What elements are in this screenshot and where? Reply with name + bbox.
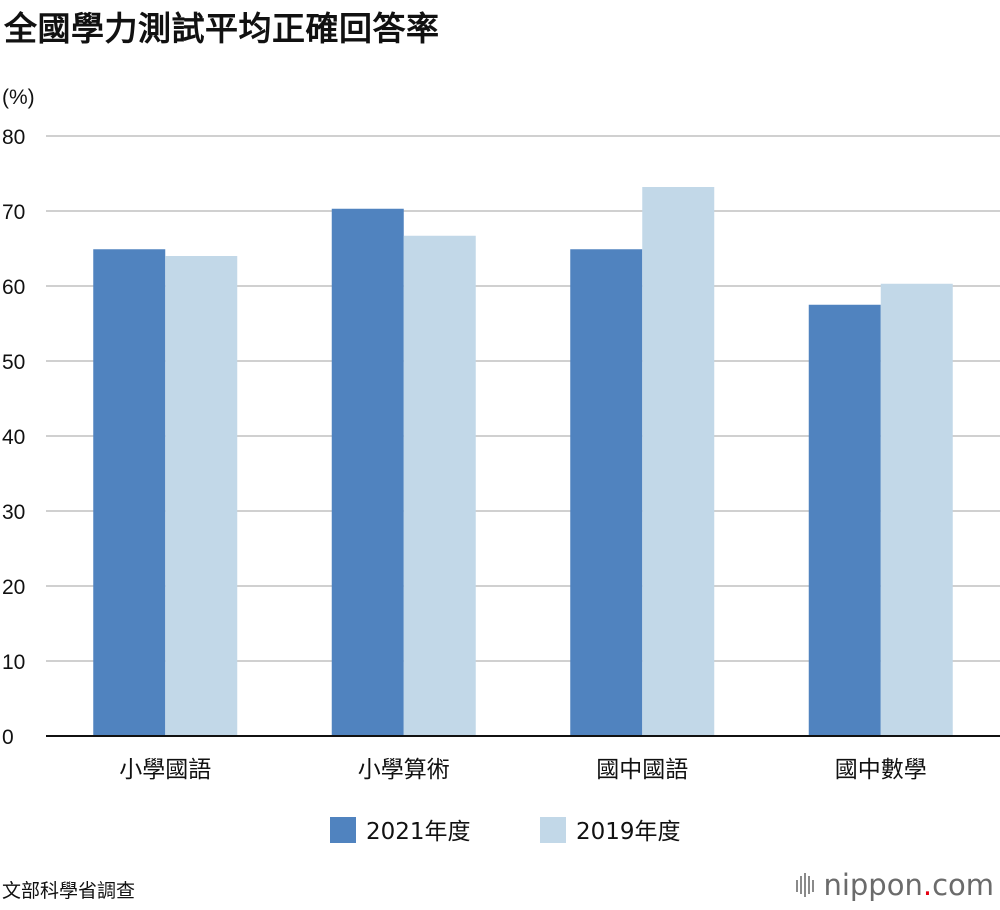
bar-series2	[165, 256, 238, 736]
chart-title: 全國學力測試平均正確回答率	[4, 9, 440, 48]
bar-series1	[331, 208, 404, 736]
legend: 2021年度 2019年度	[330, 817, 681, 845]
y-tick-label: 30	[2, 501, 25, 524]
y-tick-label: 20	[2, 576, 25, 599]
y-axis-unit-label: (%)	[2, 86, 35, 109]
bar-series2	[642, 187, 715, 736]
brand-name: nippon	[823, 868, 923, 902]
bar-chart: (%) 0 10 20 30 40 50 60 70 80 小學國語 小學算術 國中國語 國中數學 2…	[2, 86, 1000, 845]
bar-series1	[570, 249, 643, 736]
x-axis-category-labels: 小學國語 小學算術 國中國語 國中數學	[119, 757, 927, 783]
legend-swatch	[540, 817, 566, 843]
y-tick-label: 60	[2, 276, 25, 299]
nippon-logo: nippon. com	[795, 868, 994, 902]
bar-series1	[808, 304, 881, 736]
x-category-label: 國中國語	[596, 757, 688, 783]
bar-series1	[93, 249, 166, 736]
legend-swatch	[330, 817, 356, 843]
legend-label: 2021年度	[366, 819, 471, 845]
y-tick-label: 0	[2, 726, 14, 749]
brand-suffix: com	[932, 868, 994, 902]
legend-label: 2019年度	[576, 819, 681, 845]
y-tick-label: 40	[2, 426, 25, 449]
brand-dot: .	[922, 868, 933, 902]
y-tick-label: 10	[2, 651, 25, 674]
x-category-label: 小學算術	[358, 757, 450, 783]
bars	[93, 187, 953, 736]
y-axis-ticks: 0 10 20 30 40 50 60 70 80	[2, 126, 25, 749]
x-category-label: 小學國語	[119, 757, 211, 783]
y-tick-label: 80	[2, 126, 25, 149]
nippon-bars-icon	[796, 873, 815, 897]
source-note: 文部科學省調查	[2, 880, 136, 902]
bar-series2	[880, 283, 953, 736]
x-category-label: 國中數學	[835, 757, 927, 783]
y-tick-label: 70	[2, 201, 25, 224]
y-tick-label: 50	[2, 351, 25, 374]
bar-series2	[403, 235, 476, 736]
